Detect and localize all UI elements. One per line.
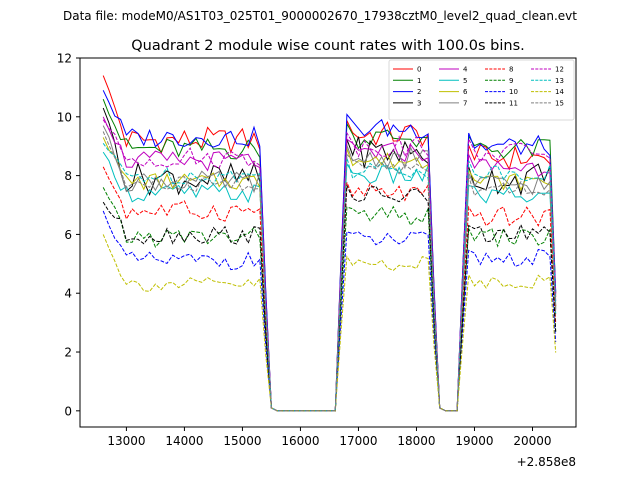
- legend-label-8: 8: [509, 66, 513, 74]
- x-tick-label: 14000: [165, 434, 203, 448]
- x-tick-label: 20000: [513, 434, 551, 448]
- series-line-8: [102, 166, 557, 412]
- x-offset-label: +2.858e8: [517, 455, 576, 469]
- x-tick-label: 18000: [397, 434, 435, 448]
- legend-label-1: 1: [417, 77, 421, 85]
- legend-label-6: 6: [463, 88, 468, 96]
- legend-label-11: 11: [509, 99, 518, 107]
- y-tick-label: 10: [57, 110, 72, 124]
- y-tick-label: 6: [64, 228, 72, 242]
- x-tick-label: 17000: [339, 434, 377, 448]
- series-line-7: [102, 125, 557, 412]
- plot-frame: [79, 57, 577, 428]
- series-line-11: [102, 185, 557, 412]
- y-tick-label: 12: [57, 52, 72, 66]
- series-line-2: [102, 90, 557, 412]
- legend-label-12: 12: [555, 66, 564, 74]
- series-line-13: [102, 143, 557, 412]
- y-tick-label: 8: [64, 169, 72, 183]
- legend-label-2: 2: [417, 88, 421, 96]
- legend-label-14: 14: [555, 88, 564, 96]
- series-line-14: [102, 234, 557, 412]
- legend-label-9: 9: [509, 77, 513, 85]
- x-axis: 13000 14000 15000 16000 17000 18000 19000 20000: [107, 427, 552, 448]
- series-line-0: [102, 75, 557, 412]
- x-tick-label: 15000: [223, 434, 261, 448]
- legend-label-15: 15: [555, 99, 564, 107]
- chart-title: Quadrant 2 module wise count rates with …: [131, 38, 525, 54]
- x-tick-label: 16000: [281, 434, 319, 448]
- y-tick-label: 0: [64, 404, 72, 418]
- legend-label-7: 7: [463, 99, 467, 107]
- legend-frame: [388, 59, 575, 121]
- x-tick-label: 13000: [107, 434, 145, 448]
- legend-label-3: 3: [417, 99, 421, 107]
- x-tick-label: 19000: [455, 434, 493, 448]
- series-line-1: [102, 99, 557, 412]
- figure-suptitle: Data file: modeM0/AS1T03_025T01_90000026…: [63, 9, 577, 23]
- y-axis: 0 2 4 6 8 10 12: [57, 52, 80, 418]
- legend-label-0: 0: [417, 66, 421, 74]
- series-line-4: [102, 116, 557, 412]
- series-line-5: [102, 151, 557, 412]
- series-line-10: [102, 210, 557, 412]
- series-line-9: [102, 187, 557, 412]
- y-tick-label: 2: [64, 346, 72, 360]
- legend-label-4: 4: [463, 66, 468, 74]
- legend-label-10: 10: [509, 88, 518, 96]
- y-tick-label: 4: [64, 287, 72, 301]
- series-layer: [102, 75, 557, 412]
- legend-label-5: 5: [463, 77, 467, 85]
- series-line-15: [102, 131, 557, 412]
- legend-label-13: 13: [555, 77, 564, 85]
